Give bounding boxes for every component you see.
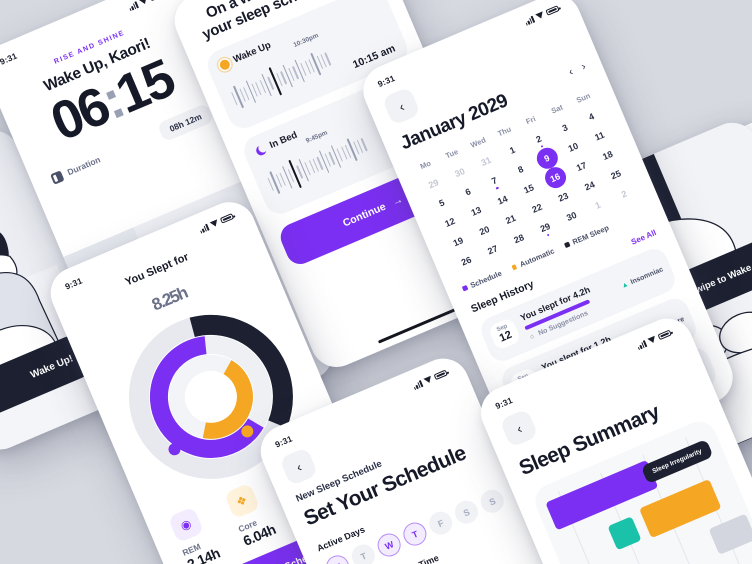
bar-idle (708, 513, 752, 555)
signal-icon (198, 223, 210, 234)
chevron-left-icon: ‹ (514, 420, 524, 436)
day-toggle-mon[interactable]: M (322, 551, 353, 564)
history-date: Sep 12 (487, 316, 522, 352)
insomniac-icon: ▲ (620, 280, 630, 290)
day-toggle-wed[interactable]: W (374, 529, 405, 561)
day-toggle-tue[interactable]: T (348, 540, 379, 564)
back-button[interactable]: ‹ (499, 408, 539, 448)
legend-swatch (461, 285, 468, 292)
back-button[interactable]: ‹ (381, 86, 422, 126)
history-tag: ▲ Insomniac (620, 266, 664, 290)
wifi-icon (210, 219, 220, 228)
moon-icon (254, 143, 268, 157)
wifi-icon (423, 376, 433, 385)
back-button[interactable]: ‹ (279, 446, 319, 487)
bulb-icon: ☼ (527, 332, 537, 342)
duration-label: Duration (65, 154, 102, 178)
phone-sleep-stats: 9:31 You Slept for 8.25h (42, 194, 408, 564)
day-toggle-thu[interactable]: T (399, 519, 430, 550)
legend-label: Automatic (518, 246, 556, 269)
next-month-icon[interactable]: › (579, 60, 588, 74)
duration-icon (49, 169, 65, 185)
status-time: 9:31 (493, 394, 515, 412)
battery-icon (545, 4, 560, 16)
legend-item-schedule: Schedule (461, 269, 503, 294)
see-all-link[interactable]: See All (629, 227, 658, 247)
signal-icon (412, 379, 424, 390)
signal-icon (127, 0, 139, 11)
status-time: 9:31 (376, 72, 397, 90)
day-toggle-fri[interactable]: F (425, 508, 456, 539)
wifi-icon (647, 336, 657, 345)
status-time: 9:31 (273, 433, 294, 450)
legend-label: Schedule (468, 268, 504, 291)
signal-icon (524, 15, 536, 26)
day-toggle-sun[interactable]: S (477, 486, 508, 517)
wake-up-card-label: Wake Up! (28, 352, 75, 381)
signal-icon (636, 339, 648, 350)
wifi-icon (535, 11, 545, 20)
battery-icon (433, 369, 448, 381)
chevron-left-icon: ‹ (293, 458, 304, 475)
legend-swatch (511, 264, 518, 271)
wake-up-label: Wake Up (231, 39, 273, 66)
status-time: 9:31 (63, 275, 84, 292)
home-indicator (377, 304, 464, 344)
day-toggle-sat[interactable]: S (451, 497, 482, 528)
sun-icon (218, 57, 232, 71)
battery-icon (219, 212, 235, 224)
legend-swatch (564, 241, 570, 248)
battery-icon (149, 0, 164, 2)
bar-teal (607, 516, 642, 551)
in-bed-label: In Bed (268, 129, 300, 152)
sleep-donut-chart (101, 287, 321, 507)
legend-label: REM Sleep (571, 223, 611, 247)
arrow-right-icon: → (390, 193, 405, 209)
history-tag-label: Insomniac (629, 265, 665, 286)
continue-label: Continue (341, 200, 388, 230)
rem-icon: ◉ (167, 506, 205, 544)
chevron-left-icon: ‹ (396, 98, 407, 114)
wifi-icon (139, 0, 149, 6)
core-icon: ❖ (223, 482, 261, 520)
battery-icon (657, 329, 672, 341)
tooltip-label: Sleep Irregularity (651, 447, 704, 476)
bar-core (545, 459, 659, 531)
